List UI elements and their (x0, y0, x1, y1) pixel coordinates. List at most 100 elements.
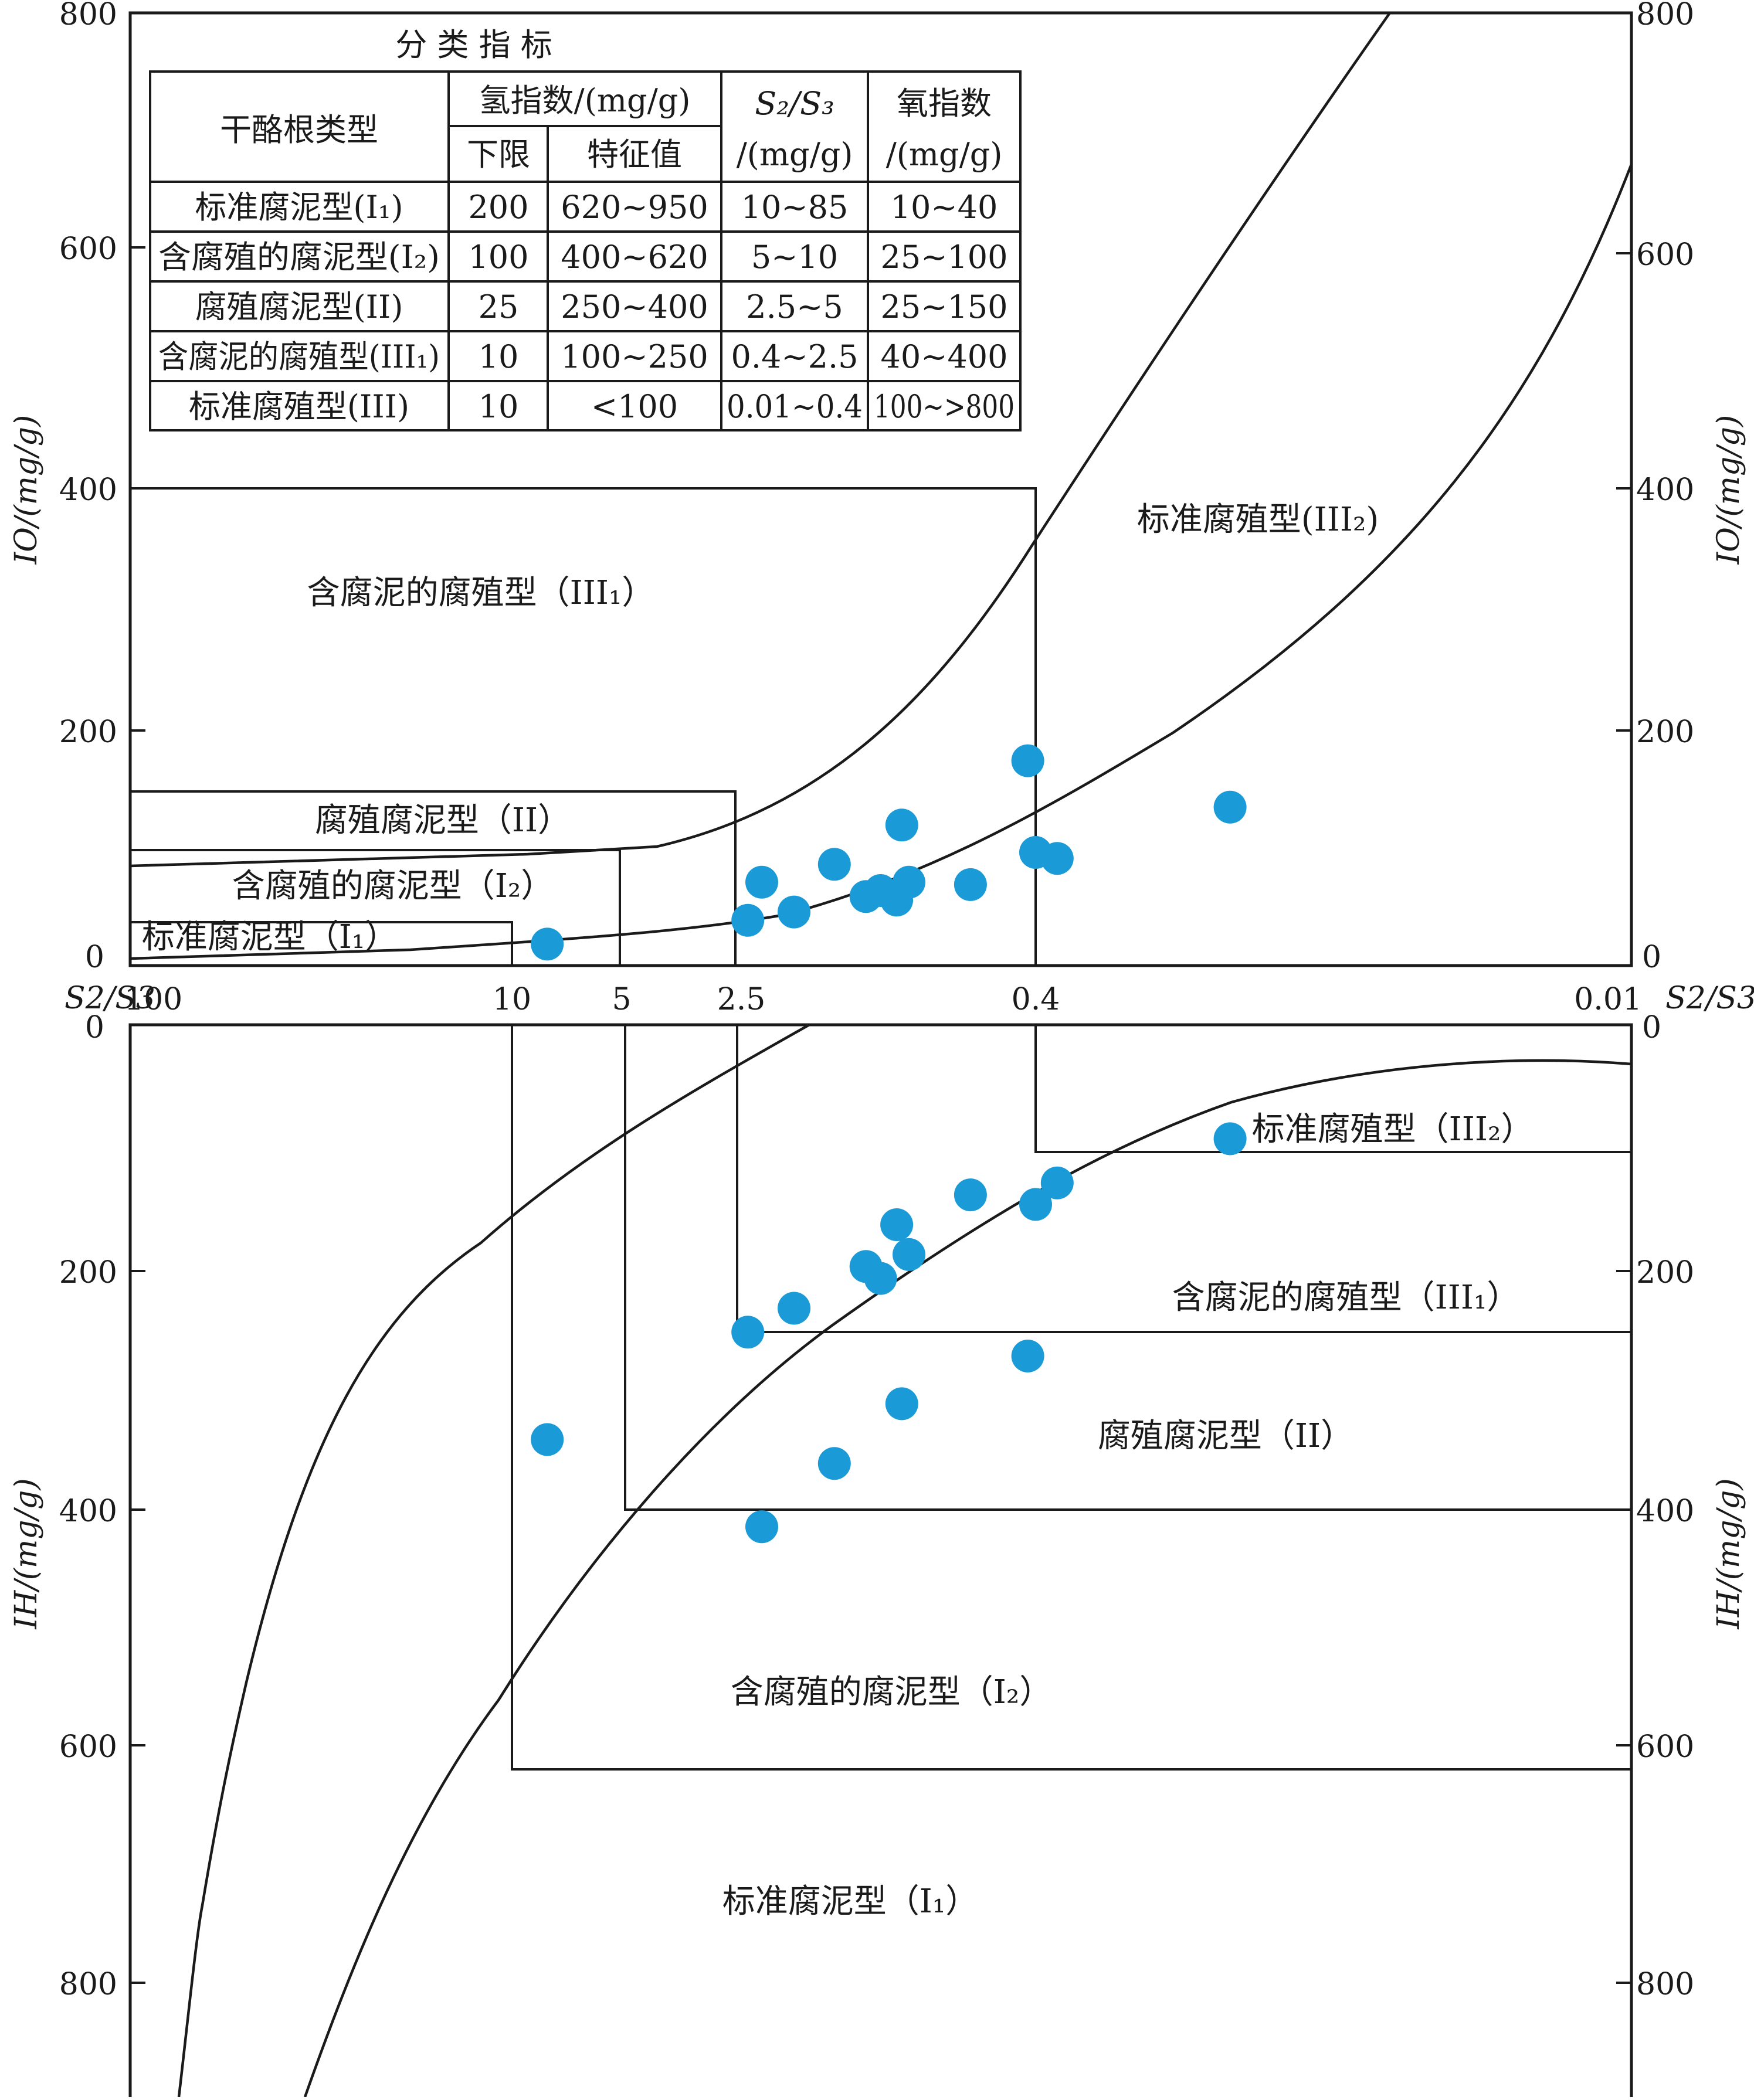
table-cell-s2s3: 10~85 (741, 189, 849, 226)
top-right-y-tick-label: 0 (1642, 940, 1661, 975)
table-cell-oxygen: 40~400 (880, 338, 1007, 375)
table-cell-type: 含腐泥的腐殖型(III₁) (158, 338, 440, 375)
x-axis-title-left: S2/S3 (65, 981, 155, 1016)
table-cell-lower: 200 (468, 189, 528, 226)
table-cell-s2s3: 5~10 (751, 239, 838, 276)
bottom-right-y-axis-title: IH/(mg/g) (1711, 1478, 1746, 1629)
bottom-data-points (531, 1122, 1247, 1544)
top-data-point (1040, 842, 1074, 875)
top-left-y-ticks (130, 12, 145, 732)
bottom-left-y-tick-label: 600 (59, 1729, 117, 1765)
top-data-point (817, 848, 851, 881)
top-data-point (1011, 744, 1044, 777)
table-cell-oxygen: 25~150 (880, 288, 1007, 325)
bottom-boundary-curve-lower (303, 1059, 1632, 2098)
table-header-feature: 特征值 (587, 136, 682, 173)
bottom-left-y-tick-label: 200 (59, 1255, 117, 1290)
top-data-point (954, 868, 987, 901)
top-box-I1 (130, 921, 513, 966)
top-region-label-III1: 含腐泥的腐殖型（III₁） (307, 574, 655, 612)
bottom-data-point (1011, 1340, 1044, 1372)
table-cell-type: 含腐殖的腐泥型(I₂) (158, 239, 440, 276)
table-border (149, 70, 1022, 431)
bottom-box-I2 (511, 1025, 1631, 1771)
table-grid (149, 70, 1022, 431)
top-left-y-tick-label: 600 (59, 232, 117, 267)
top-region-label-II: 腐殖腐泥型（II） (315, 801, 571, 840)
table-cell-s2s3: 0.01~0.4 (727, 388, 863, 425)
table-cell-lower: 10 (479, 338, 519, 375)
top-data-points (531, 744, 1247, 961)
table-row: 标准腐殖型(III) 10 <100 0.01~0.4 100~>800 (189, 388, 1015, 425)
top-data-point (531, 927, 564, 961)
bottom-data-point (954, 1178, 987, 1212)
bottom-left-y-tick-label: 400 (59, 1494, 117, 1529)
x-tick-label-2.5: 2.5 (717, 982, 766, 1017)
bottom-data-point (1213, 1122, 1247, 1156)
x-tick-label-0.4: 0.4 (1012, 982, 1060, 1017)
table-cell-feature: <100 (591, 388, 678, 425)
bottom-left-y-axis-title: IH/(mg/g) (9, 1478, 44, 1629)
top-right-y-ticks (1616, 12, 1631, 732)
table-header-oxygen-unit: /(mg/g) (886, 136, 1003, 173)
table-background (150, 72, 1020, 430)
top-data-point (1213, 790, 1247, 824)
bottom-left-y-ticks (130, 1270, 145, 1984)
x-tick-label-0.01: 0.01 (1574, 982, 1642, 1017)
top-data-point (745, 865, 778, 899)
x-axis-title-right: S2/S3 (1665, 981, 1754, 1016)
table-header-oxygen: 氧指数 (897, 85, 992, 122)
bottom-data-point (893, 1238, 925, 1271)
table-title: 分 类 指 标 (395, 26, 552, 63)
table-cell-lower: 100 (468, 239, 528, 276)
table-cell-s2s3: 0.4~2.5 (731, 338, 858, 375)
table-cell-feature: 400~620 (561, 239, 708, 276)
top-left-y-tick-label: 200 (59, 715, 117, 750)
bottom-right-y-tick-label: 200 (1636, 1255, 1694, 1290)
top-left-y-axis-title: IO/(mg/g) (9, 415, 44, 565)
table-cell-feature: 100~250 (561, 338, 708, 375)
top-box-III1 (130, 487, 1037, 966)
bottom-region-label-III1: 含腐泥的腐殖型（III₁） (1172, 1279, 1520, 1317)
bottom-data-point (880, 1208, 914, 1241)
table-cell-oxygen: 100~>800 (874, 388, 1015, 425)
bottom-data-point (885, 1387, 918, 1421)
top-left-y-tick-label: 400 (59, 473, 117, 508)
bottom-region-label-II: 腐殖腐泥型（II） (1098, 1417, 1353, 1455)
top-right-y-tick-label: 400 (1636, 473, 1694, 508)
table-header-hydrogen: 氢指数/(mg/g) (479, 82, 691, 119)
bottom-boundary-curve-upper (177, 1024, 810, 2098)
bottom-data-point (745, 1510, 778, 1544)
top-data-point (893, 865, 925, 899)
bottom-data-point (731, 1316, 765, 1349)
top-right-y-tick-label: 800 (1636, 0, 1694, 32)
bottom-left-y-tick-label: 0 (85, 1010, 104, 1045)
top-box-II (130, 790, 737, 966)
top-left-y-tick-label: 800 (59, 0, 117, 32)
x-tick-label-100: 100 (124, 982, 182, 1017)
table-cell-oxygen: 25~100 (880, 239, 1007, 276)
bottom-data-point (864, 1262, 897, 1295)
table-row: 含腐泥的腐殖型(III₁) 10 100~250 0.4~2.5 40~400 (158, 338, 1008, 375)
bottom-right-y-tick-label: 600 (1636, 1729, 1694, 1765)
table-row: 含腐殖的腐泥型(I₂) 100 400~620 5~10 25~100 (158, 239, 1008, 276)
top-data-point (731, 903, 765, 937)
table-cell-feature: 250~400 (561, 288, 708, 325)
table-cell-lower: 10 (479, 388, 519, 425)
top-region-label-I1: 标准腐泥型（I₁） (142, 918, 398, 956)
bottom-right-y-ticks (1616, 1270, 1631, 1984)
table-header-lower: 下限 (467, 136, 530, 173)
bottom-data-point (1040, 1166, 1074, 1199)
top-left-y-tick-label: 0 (85, 940, 104, 975)
x-tick-label-5: 5 (612, 982, 631, 1017)
bottom-region-label-III2: 标准腐殖型（III₂） (1252, 1110, 1534, 1148)
table-cell-s2s3: 2.5~5 (746, 288, 843, 325)
top-right-y-tick-label: 200 (1636, 715, 1694, 750)
top-boundary-curve-lower (130, 164, 1633, 960)
top-right-y-tick-label: 600 (1636, 237, 1694, 273)
table-row: 腐殖腐泥型(II) 25 250~400 2.5~5 25~150 (195, 288, 1008, 325)
bottom-region-label-I1: 标准腐泥型（I₁） (722, 1882, 979, 1921)
bottom-right-y-tick-label: 400 (1636, 1494, 1694, 1529)
